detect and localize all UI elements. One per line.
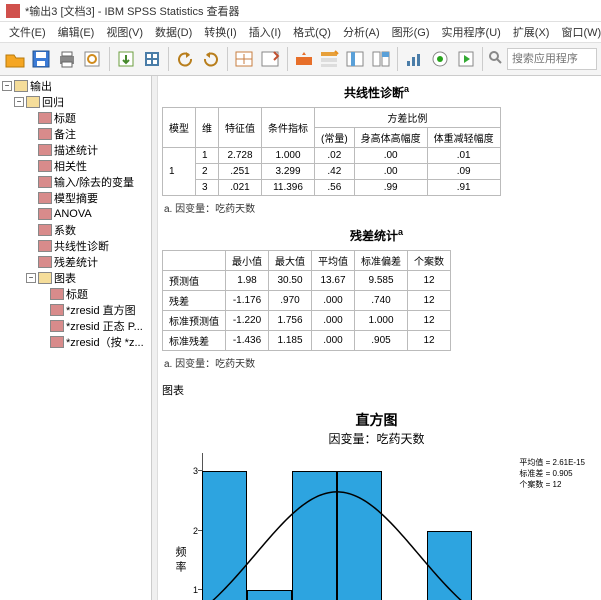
histogram-bar bbox=[292, 471, 337, 600]
menu-item[interactable]: 插入(I) bbox=[244, 22, 286, 42]
chart-title: 直方图 bbox=[166, 410, 587, 430]
toolbar-separator bbox=[109, 47, 110, 71]
menu-item[interactable]: 实用程序(U) bbox=[437, 22, 506, 42]
recall-icon[interactable] bbox=[140, 46, 163, 72]
designate-icon[interactable] bbox=[429, 46, 452, 72]
preview-icon[interactable] bbox=[81, 46, 104, 72]
collinearity-footnote: a. 因变量：吃药天数 bbox=[164, 200, 591, 215]
menu-item[interactable]: 图形(G) bbox=[387, 22, 435, 42]
export-icon[interactable] bbox=[115, 46, 138, 72]
undo-icon[interactable] bbox=[174, 46, 197, 72]
goto-data-icon[interactable] bbox=[233, 46, 256, 72]
tree-item[interactable]: 模型摘要 bbox=[2, 190, 149, 206]
menu-item[interactable]: 格式(Q) bbox=[288, 22, 336, 42]
tree-chart-item[interactable]: *zresid 直方图 bbox=[2, 302, 149, 318]
split-icon[interactable] bbox=[369, 46, 392, 72]
tree-regression[interactable]: −回归 bbox=[2, 94, 149, 110]
menu-item[interactable]: 转换(I) bbox=[199, 22, 241, 42]
collinearity-title: 共线性诊断a bbox=[162, 84, 591, 101]
y-tick: 3 bbox=[193, 466, 198, 476]
toolbar-separator bbox=[397, 47, 398, 71]
redo-icon[interactable] bbox=[200, 46, 223, 72]
residuals-table: 最小值最大值平均值标准偏差个案数预测值1.9830.5013.679.58512… bbox=[162, 250, 451, 351]
menu-item[interactable]: 文件(E) bbox=[4, 22, 51, 42]
variables-icon[interactable] bbox=[292, 46, 315, 72]
app-icon bbox=[6, 4, 20, 18]
save-icon[interactable] bbox=[30, 46, 53, 72]
chart-icon[interactable] bbox=[403, 46, 426, 72]
toolbar-separator bbox=[482, 47, 483, 71]
tree-item[interactable]: 共线性诊断 bbox=[2, 238, 149, 254]
search-icon bbox=[488, 50, 504, 69]
print-icon[interactable] bbox=[55, 46, 78, 72]
tree-chart-item[interactable]: 标题 bbox=[2, 286, 149, 302]
histogram-bar bbox=[337, 471, 382, 600]
run-icon[interactable] bbox=[454, 46, 477, 72]
tree-item[interactable]: 残差统计 bbox=[2, 254, 149, 270]
tree-item[interactable]: 输入/除去的变量 bbox=[2, 174, 149, 190]
window-title: *输出3 [文档3] - IBM SPSS Statistics 查看器 bbox=[25, 3, 240, 19]
output-viewer[interactable]: 共线性诊断a 模型维特征值条件指标方差比例(常量)身高体高幅度体重减轻幅度112… bbox=[152, 76, 601, 600]
histogram-bar bbox=[427, 531, 472, 600]
chart-subtitle: 因变量：吃药天数 bbox=[166, 430, 587, 447]
content-gutter bbox=[152, 76, 158, 600]
menu-item[interactable]: 视图(V) bbox=[101, 22, 148, 42]
toolbar-separator bbox=[227, 47, 228, 71]
histogram-bar bbox=[247, 590, 292, 600]
y-tick: 1 bbox=[193, 585, 198, 595]
goto-case-icon[interactable] bbox=[259, 46, 282, 72]
tree-charts[interactable]: −图表 bbox=[2, 270, 149, 286]
tree-item[interactable]: 系数 bbox=[2, 222, 149, 238]
chart-ylabel: 频率 bbox=[172, 546, 188, 576]
open-icon[interactable] bbox=[4, 46, 27, 72]
outline-tree[interactable]: −输出−回归标题备注描述统计相关性输入/除去的变量模型摘要ANOVA系数共线性诊… bbox=[0, 76, 152, 600]
tree-item[interactable]: 描述统计 bbox=[2, 142, 149, 158]
chart-stats: 平均值 = 2.61E-15 标准差 = 0.905 个案数 = 12 bbox=[519, 457, 585, 490]
tree-item[interactable]: 标题 bbox=[2, 110, 149, 126]
menu-item[interactable]: 分析(A) bbox=[338, 22, 385, 42]
collinearity-table: 模型维特征值条件指标方差比例(常量)身高体高幅度体重减轻幅度112.7281.0… bbox=[162, 107, 501, 196]
insert-icon[interactable] bbox=[344, 46, 367, 72]
tree-chart-item[interactable]: *zresid（按 *z... bbox=[2, 334, 149, 350]
toolbar-separator bbox=[168, 47, 169, 71]
toolbar-separator bbox=[287, 47, 288, 71]
residuals-footnote: a. 因变量：吃药天数 bbox=[164, 355, 591, 370]
y-tick: 2 bbox=[193, 526, 198, 536]
residuals-title: 残差统计a bbox=[162, 227, 591, 244]
histogram-bar bbox=[202, 471, 247, 600]
chart-section-label: 图表 bbox=[162, 382, 591, 398]
tree-item[interactable]: 相关性 bbox=[2, 158, 149, 174]
tree-output[interactable]: −输出 bbox=[2, 78, 149, 94]
search-input[interactable] bbox=[507, 48, 597, 70]
menu-item[interactable]: 数据(D) bbox=[150, 22, 197, 42]
select-icon[interactable] bbox=[318, 46, 341, 72]
titlebar: *输出3 [文档3] - IBM SPSS Statistics 查看器 bbox=[0, 0, 601, 22]
chart-section: 图表 直方图 因变量：吃药天数 频率 平均值 = 2.61E-15 标准差 = … bbox=[162, 382, 591, 600]
menu-item[interactable]: 扩展(X) bbox=[508, 22, 555, 42]
menu-item[interactable]: 窗口(W) bbox=[556, 22, 601, 42]
menu-item[interactable]: 编辑(E) bbox=[53, 22, 100, 42]
tree-item[interactable]: ANOVA bbox=[2, 206, 149, 222]
histogram-chart[interactable]: 直方图 因变量：吃药天数 频率 平均值 = 2.61E-15 标准差 = 0.9… bbox=[162, 404, 591, 600]
menubar: 文件(E)编辑(E)视图(V)数据(D)转换(I)插入(I)格式(Q)分析(A)… bbox=[0, 22, 601, 42]
toolbar bbox=[0, 42, 601, 76]
tree-item[interactable]: 备注 bbox=[2, 126, 149, 142]
tree-chart-item[interactable]: *zresid 正态 P... bbox=[2, 318, 149, 334]
